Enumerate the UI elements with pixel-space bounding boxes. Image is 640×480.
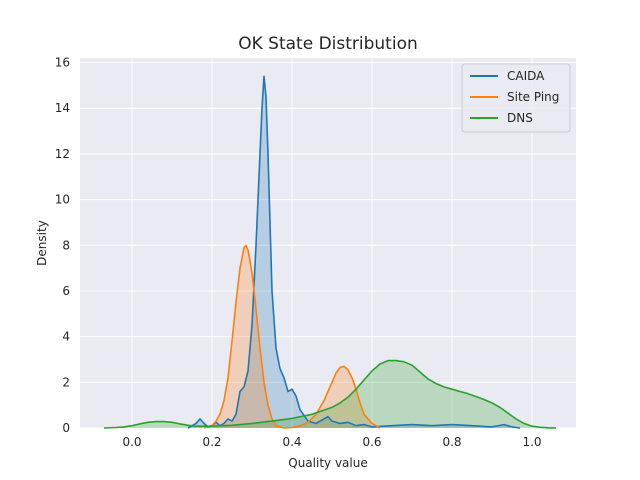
chart-title: OK State Distribution [238,34,418,54]
y-tick-label: 2 [62,375,70,389]
legend-label-caida: CAIDA [507,69,545,83]
y-tick-label: 8 [62,238,70,252]
x-tick-label: 0.2 [202,435,221,449]
x-tick-label: 0.0 [122,435,141,449]
y-tick-label: 14 [55,101,70,115]
x-axis-label: Quality value [288,456,367,470]
x-tick-label: 0.8 [442,435,461,449]
y-tick-label: 6 [62,284,70,298]
series-area-site-ping [204,245,380,428]
series-line-caida [187,75,521,429]
legend-label-site-ping: Site Ping [507,90,559,104]
y-tick-label: 4 [62,330,70,344]
y-tick-label: 16 [55,56,70,70]
y-axis-ticks: 0 2 4 6 8 10 12 14 16 [55,56,70,435]
legend-box [461,63,571,133]
y-tick-label: 0 [62,421,70,435]
series-lines [103,75,557,429]
x-tick-label: 1.0 [522,435,541,449]
legend: CAIDA Site Ping DNS [461,63,571,133]
x-tick-label: 0.6 [362,435,381,449]
y-tick-label: 12 [55,147,70,161]
series-line-dns [103,359,557,429]
legend-label-dns: DNS [507,111,533,125]
series-area-dns [104,360,556,428]
y-tick-label: 10 [55,193,70,207]
series-area-caida [188,76,520,429]
x-axis-ticks: 0.0 0.2 0.4 0.6 0.8 1.0 [122,435,541,449]
series-fills [104,76,556,429]
x-tick-label: 0.4 [282,435,301,449]
y-axis-label: Density [35,220,49,266]
series-line-site-ping [203,244,381,429]
